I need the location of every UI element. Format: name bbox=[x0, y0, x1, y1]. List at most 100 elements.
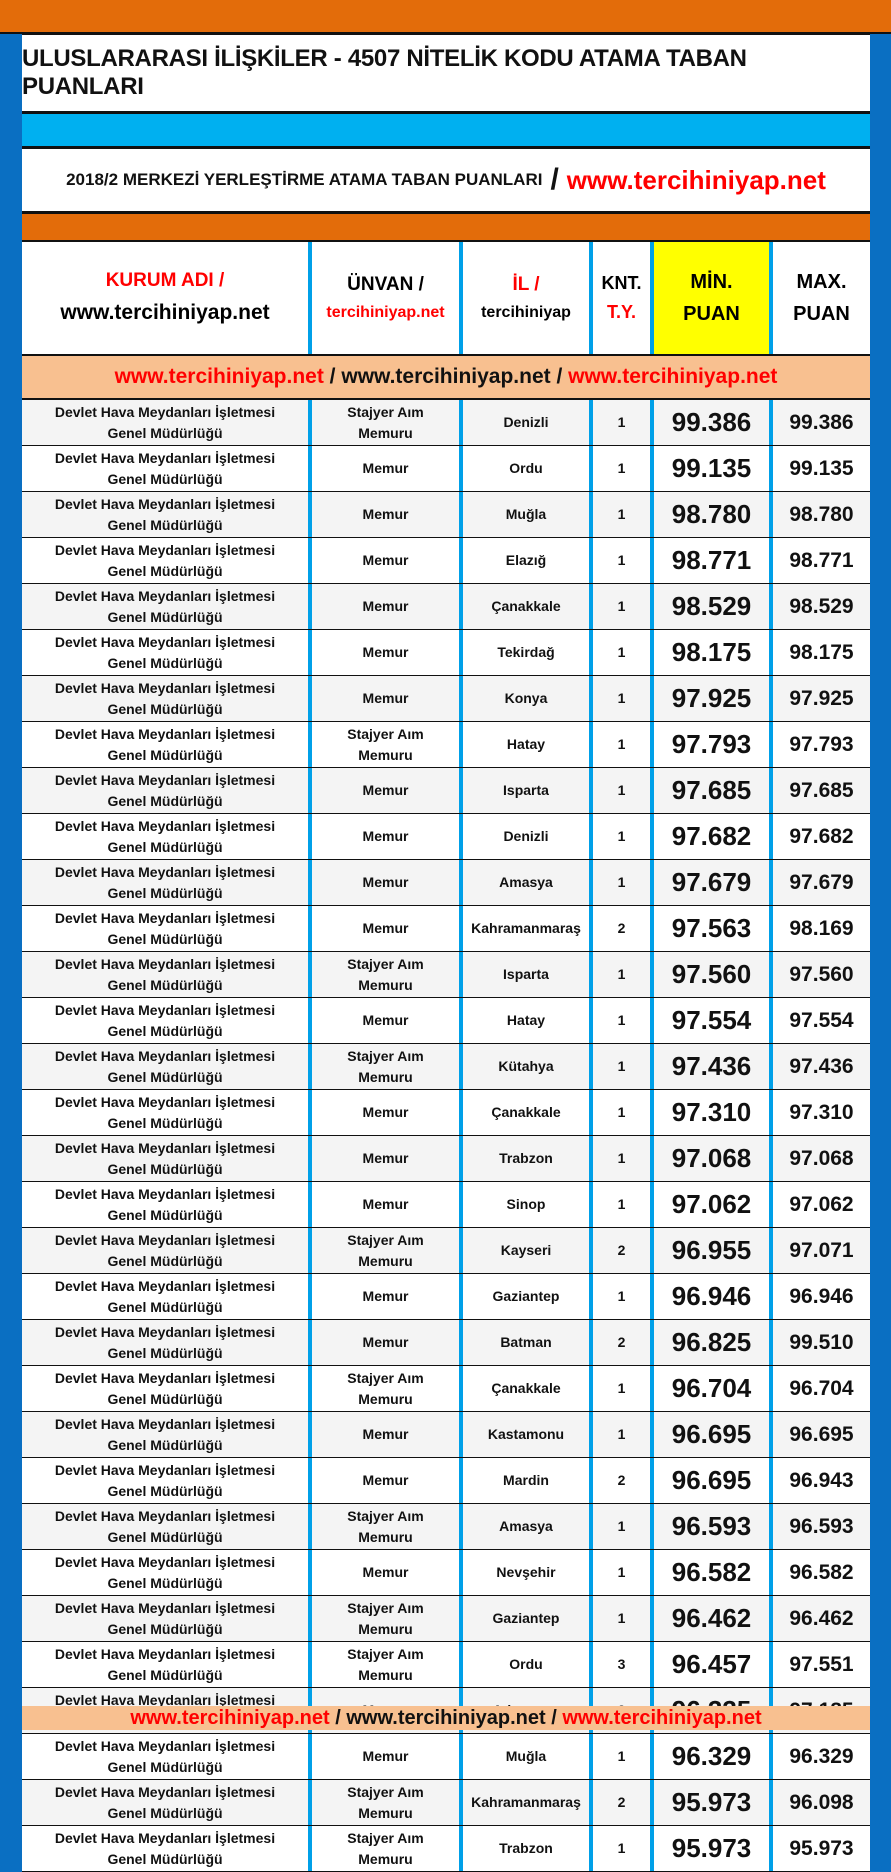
cell-il: Sinop bbox=[463, 1182, 593, 1227]
cell-kurum: Devlet Hava Meydanları İşletmesi Genel Mü… bbox=[22, 492, 312, 537]
header-max-line2: PUAN bbox=[793, 303, 850, 325]
max-puan-text: 95.973 bbox=[789, 1836, 854, 1860]
cell-il: Ordu bbox=[463, 1642, 593, 1687]
cell-knt: 1 bbox=[593, 952, 654, 997]
cell-min-puan: 96.593 bbox=[654, 1504, 773, 1549]
kurum-line: Devlet Hava Meydanları İşletmesi bbox=[54, 403, 276, 420]
unvan-line: Stajyer Aım bbox=[347, 955, 424, 972]
min-puan-text: 96.946 bbox=[671, 1281, 752, 1311]
kurum-line: Genel Müdürlüğü bbox=[107, 562, 223, 579]
knt-text: 1 bbox=[617, 1288, 626, 1304]
page-title: ULUSLARARASI İLİŞKİLER - 4507 NİTELİK KO… bbox=[22, 35, 870, 111]
cell-min-puan: 95.973 bbox=[654, 1780, 773, 1825]
unvan-line: Memur bbox=[362, 1288, 409, 1304]
cell-knt: 2 bbox=[593, 1780, 654, 1825]
cell-max-puan: 98.529 bbox=[773, 584, 870, 629]
table-row: Devlet Hava Meydanları İşletmesi Genel Mü… bbox=[22, 1412, 870, 1458]
knt-text: 1 bbox=[617, 1058, 626, 1074]
kurum-line: Devlet Hava Meydanları İşletmesi bbox=[54, 1231, 276, 1248]
unvan-line: Memur bbox=[362, 690, 409, 706]
unvan-line: Memur bbox=[362, 1104, 409, 1120]
cell-unvan: Memur bbox=[312, 446, 463, 491]
cell-max-puan: 95.973 bbox=[773, 1826, 870, 1871]
cell-kurum: Devlet Hava Meydanları İşletmesi Genel Mü… bbox=[22, 400, 312, 445]
kurum-line: Devlet Hava Meydanları İşletmesi bbox=[54, 1093, 276, 1110]
header-knt: KNT. T.Y. bbox=[593, 242, 654, 354]
table-row: Devlet Hava Meydanları İşletmesi Genel Mü… bbox=[22, 1504, 870, 1550]
cell-max-puan: 97.071 bbox=[773, 1228, 870, 1273]
knt-text: 1 bbox=[617, 966, 626, 982]
min-puan-text: 97.685 bbox=[671, 775, 752, 805]
table-row: Devlet Hava Meydanları İşletmesi Genel Mü… bbox=[22, 492, 870, 538]
kurum-line: Devlet Hava Meydanları İşletmesi bbox=[54, 909, 276, 926]
table-row: Devlet Hava Meydanları İşletmesi Genel Mü… bbox=[22, 630, 870, 676]
max-puan-text: 96.582 bbox=[789, 1560, 854, 1584]
table-row: Devlet Hava Meydanları İşletmesi Genel Mü… bbox=[22, 1550, 870, 1596]
min-puan-text: 97.560 bbox=[671, 959, 752, 989]
il-text: Sinop bbox=[506, 1196, 546, 1212]
cell-min-puan: 97.685 bbox=[654, 768, 773, 813]
kurum-line: Genel Müdürlüğü bbox=[107, 1206, 223, 1223]
cell-knt: 1 bbox=[593, 814, 654, 859]
table-row: Devlet Hava Meydanları İşletmesi Genel Mü… bbox=[22, 538, 870, 584]
il-text: Gaziantep bbox=[492, 1610, 560, 1626]
unvan-line: Memuru bbox=[358, 424, 413, 441]
min-puan-text: 95.973 bbox=[671, 1787, 752, 1817]
cell-knt: 2 bbox=[593, 1458, 654, 1503]
cell-knt: 2 bbox=[593, 1228, 654, 1273]
cell-knt: 1 bbox=[593, 1412, 654, 1457]
il-text: Kastamonu bbox=[487, 1426, 565, 1442]
max-puan-text: 99.135 bbox=[789, 456, 854, 480]
max-puan-text: 97.793 bbox=[789, 732, 854, 756]
knt-text: 1 bbox=[617, 1426, 626, 1442]
cell-min-puan: 96.695 bbox=[654, 1458, 773, 1503]
il-text: Kahramanmaraş bbox=[471, 920, 581, 936]
cell-max-puan: 97.679 bbox=[773, 860, 870, 905]
kurum-line: Devlet Hava Meydanları İşletmesi bbox=[54, 1737, 276, 1754]
il-text: Trabzon bbox=[499, 1840, 553, 1856]
url-link: www.tercihiniyap.net bbox=[568, 365, 778, 388]
cell-min-puan: 97.925 bbox=[654, 676, 773, 721]
cell-knt: 2 bbox=[593, 1320, 654, 1365]
knt-text: 1 bbox=[617, 1150, 626, 1166]
kurum-line: Genel Müdürlüğü bbox=[107, 654, 223, 671]
url-link: www.tercihiniyap.net bbox=[130, 1706, 330, 1729]
table-header: KURUM ADI / www.tercihiniyap.net ÜNVAN /… bbox=[22, 242, 870, 354]
min-puan-text: 97.793 bbox=[671, 729, 752, 759]
cell-il: Çanakkale bbox=[463, 584, 593, 629]
cell-min-puan: 97.563 bbox=[654, 906, 773, 951]
unvan-line: Stajyer Aım bbox=[347, 1507, 424, 1524]
cell-il: Mardin bbox=[463, 1458, 593, 1503]
cell-il: Hatay bbox=[463, 722, 593, 767]
cell-unvan: Stajyer Aım Memuru bbox=[312, 1596, 463, 1641]
header-max-puan: MAX. PUAN bbox=[773, 242, 870, 354]
max-puan-text: 97.554 bbox=[789, 1008, 854, 1032]
unvan-line: Memur bbox=[362, 1472, 409, 1488]
kurum-line: Devlet Hava Meydanları İşletmesi bbox=[54, 1553, 276, 1570]
cell-min-puan: 97.560 bbox=[654, 952, 773, 997]
header-min-line1: MİN. bbox=[690, 271, 733, 293]
cell-il: Kayseri bbox=[463, 1228, 593, 1273]
cell-unvan: Stajyer Aım Memuru bbox=[312, 1780, 463, 1825]
subtitle-url: www.tercihiniyap.net bbox=[566, 164, 826, 195]
unvan-line: Memur bbox=[362, 828, 409, 844]
cell-il: Kütahya bbox=[463, 1044, 593, 1089]
unvan-line: Stajyer Aım bbox=[347, 725, 424, 742]
kurum-line: Devlet Hava Meydanları İşletmesi bbox=[54, 587, 276, 604]
score-table: ULUSLARARASI İLİŞKİLER - 4507 NİTELİK KO… bbox=[22, 34, 870, 1872]
cell-unvan: Memur bbox=[312, 1412, 463, 1457]
max-puan-text: 97.551 bbox=[789, 1652, 854, 1676]
knt-text: 2 bbox=[617, 1242, 626, 1258]
cell-unvan: Stajyer Aım Memuru bbox=[312, 952, 463, 997]
cell-unvan: Memur bbox=[312, 768, 463, 813]
cell-kurum: Devlet Hava Meydanları İşletmesi Genel Mü… bbox=[22, 1044, 312, 1089]
il-text: Denizli bbox=[503, 828, 549, 844]
cell-min-puan: 96.462 bbox=[654, 1596, 773, 1641]
table-row: Devlet Hava Meydanları İşletmesi Genel Mü… bbox=[22, 1596, 870, 1642]
knt-text: 1 bbox=[617, 1104, 626, 1120]
url-separator: / bbox=[323, 365, 342, 388]
kurum-line: Genel Müdürlüğü bbox=[107, 792, 223, 809]
cell-max-puan: 98.175 bbox=[773, 630, 870, 675]
subtitle-slash: / bbox=[550, 163, 559, 196]
min-puan-text: 96.825 bbox=[671, 1327, 752, 1357]
